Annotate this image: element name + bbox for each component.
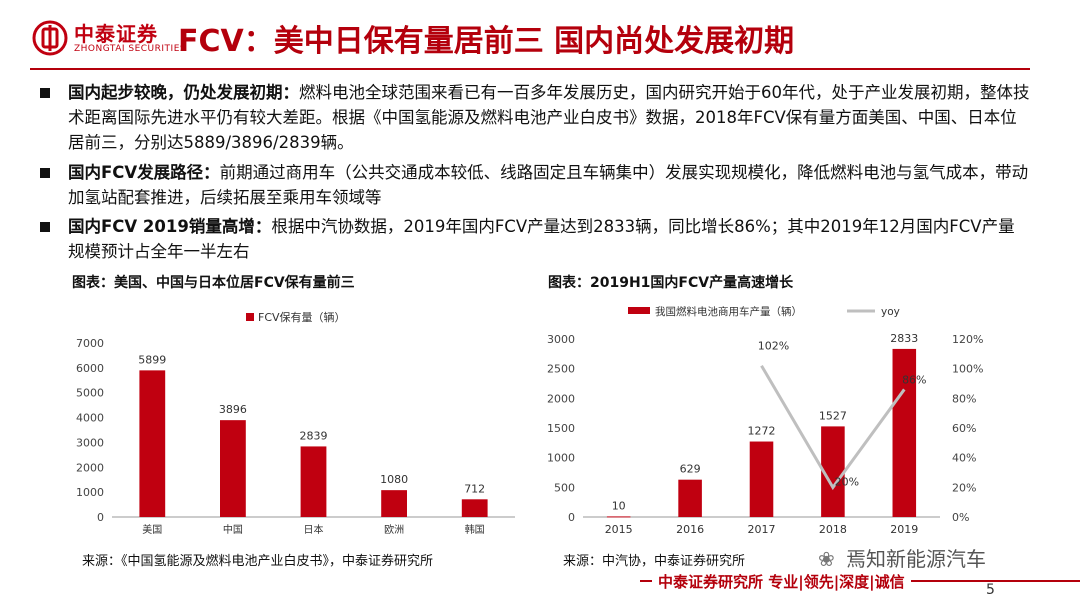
bullet-square-icon xyxy=(40,222,50,232)
bullet-square-icon xyxy=(40,168,50,178)
chart-2-ytick-label: 500 xyxy=(554,481,575,494)
chart-2-data-label: 629 xyxy=(680,463,701,476)
chart-2-y2tick-label: 60% xyxy=(952,422,976,435)
chart-1-xtick-label: 日本 xyxy=(304,523,324,536)
page-number: 5 xyxy=(986,582,995,598)
chart-2-y2tick-label: 80% xyxy=(952,392,976,405)
header-divider xyxy=(30,68,1030,70)
chart-1-data-label: 712 xyxy=(464,482,485,495)
bullet-square-icon xyxy=(40,88,50,98)
chart-2-xtick-label: 2018 xyxy=(819,523,847,536)
chart-1-source: 来源：《中国氢能源及燃料电池产业白皮书》，中泰证券研究所 xyxy=(82,554,434,569)
chart-2-y2tick-label: 20% xyxy=(952,481,976,494)
chart-1-data-label: 2839 xyxy=(300,429,328,442)
chart-1-ytick-label: 0 xyxy=(97,511,104,524)
logo-mark-icon xyxy=(32,20,68,56)
chart-1-xtick-label: 韩国 xyxy=(465,523,485,536)
chart-1-ytick-label: 4000 xyxy=(76,412,104,425)
chart-2-bar xyxy=(821,426,845,517)
chart-1-data-label: 5899 xyxy=(138,353,166,366)
chart-1-bar xyxy=(220,420,246,517)
chart-2-ytick-label: 0 xyxy=(568,511,575,524)
chart-2-y2tick-label: 100% xyxy=(952,363,983,376)
chart-1-legend: FCV保有量（辆） xyxy=(246,310,346,324)
chart-2-y2tick-label: 120% xyxy=(952,333,983,346)
bullet-text: 前期通过商用车（公共交通成本较低、线路固定且车辆集中）发展实现规模化，降低燃料电… xyxy=(68,163,1029,207)
chart-2-data-label: 10 xyxy=(612,499,626,512)
logo-text: 中泰证券 xyxy=(74,22,158,46)
chart-1-xtick-label: 美国 xyxy=(142,523,162,536)
chart-2-yoy-label: 20% xyxy=(835,475,859,488)
watermark: ❀ 焉知新能源汽车 xyxy=(818,543,986,572)
chart-2-legend-line-label: yoy xyxy=(881,306,900,318)
chart-2-ytick-label: 1000 xyxy=(547,452,575,465)
chart-2-y2tick-label: 40% xyxy=(952,452,976,465)
chart-1-ytick-label: 2000 xyxy=(76,461,104,474)
chart-2-data-label: 2833 xyxy=(890,332,918,345)
chart-1-xtick-label: 中国 xyxy=(223,523,243,536)
chart-1-data-label: 3896 xyxy=(219,403,247,416)
chart-1-legend-label: FCV保有量（辆） xyxy=(258,310,346,324)
chart-2-xtick-label: 2019 xyxy=(890,523,918,536)
chart-2-bar xyxy=(892,348,917,517)
chart-2-bar xyxy=(606,516,631,518)
watermark-text: 焉知新能源汽车 xyxy=(846,547,986,571)
chart-2-xtick-label: 2016 xyxy=(676,523,704,536)
bullet-lead: 国内FCV发展路径： xyxy=(68,163,220,182)
chart-2-combo-chart: 我国燃料电池商用车产量（辆） yoy 0 500 1000 1500 2000 2500 3… xyxy=(547,305,983,536)
bullet-1: 国内起步较晚，仍处发展初期：燃料电池全球范围来看已有一百多年发展历史，国内研究开… xyxy=(40,80,1030,155)
chart-2-ytick-label: 2500 xyxy=(547,363,575,376)
bullet-text: 根据中汽协数据，2019年国内FCV产量达到2833辆，同比增长86%；其中20… xyxy=(68,217,1015,261)
chart-2-bar xyxy=(749,441,774,517)
chart-1-ytick-label: 3000 xyxy=(76,436,104,449)
chart-2-legend-bar-label: 我国燃料电池商用车产量（辆） xyxy=(655,305,802,318)
bullet-3: 国内FCV 2019销量高增：根据中汽协数据，2019年国内FCV产量达到283… xyxy=(40,214,1030,264)
chart-1-ytick-label: 5000 xyxy=(76,387,104,400)
chart-1-legend-swatch xyxy=(246,313,254,321)
chart-2-y2tick-label: 0% xyxy=(952,511,969,524)
chart-1-bar xyxy=(139,370,166,517)
chart-2-title: 图表：2019H1国内FCV产量高速增长 xyxy=(548,275,794,291)
chart-2-ytick-label: 2000 xyxy=(547,392,575,405)
page-title: FCV：美中日保有量居前三 国内尚处发展初期 xyxy=(178,24,795,59)
chart-2-xtick-label: 2017 xyxy=(748,523,776,536)
chart-2-data-label: 1527 xyxy=(819,409,847,422)
chart-1-data-label: 1080 xyxy=(380,473,408,486)
chart-1-bar xyxy=(381,490,407,517)
chart-1-ytick-label: 6000 xyxy=(76,362,104,375)
wechat-icon: ❀ xyxy=(818,547,835,571)
chart-2-legend: 我国燃料电池商用车产量（辆） yoy xyxy=(628,305,900,318)
chart-2-source: 来源：中汽协，中泰证券研究所 xyxy=(563,554,746,569)
chart-2-yoy-label: 86% xyxy=(902,373,926,386)
chart-1-bar-chart: FCV保有量（辆） 01000200030004000500060007000 … xyxy=(76,310,515,536)
chart-2-bar xyxy=(678,479,702,517)
chart-1-xtick-label: 欧洲 xyxy=(384,524,404,536)
chart-1-ytick-label: 7000 xyxy=(76,337,104,350)
chart-2-ytick-label: 3000 xyxy=(547,333,575,346)
chart-2-yoy-line xyxy=(760,364,906,491)
bullet-lead: 国内FCV 2019销量高增： xyxy=(68,217,272,236)
chart-1-title: 图表：美国、中国与日本位居FCV保有量前三 xyxy=(72,275,355,291)
chart-1-ytick-label: 1000 xyxy=(76,486,104,499)
logo-subtext: ZHONGTAI SECURITIES xyxy=(74,44,187,54)
chart-1-bar xyxy=(300,446,327,517)
footer-tagline: 中泰证券研究所 专业|领先|深度|诚信 xyxy=(652,571,911,592)
chart-2-data-label: 1272 xyxy=(748,425,776,438)
bullet-lead: 国内起步较晚，仍处发展初期： xyxy=(68,83,299,102)
chart-1-bar xyxy=(461,499,488,517)
chart-2-legend-bar-swatch xyxy=(628,307,650,314)
chart-2-ytick-label: 1500 xyxy=(547,422,575,435)
bullet-text: 燃料电池全球范围来看已有一百多年发展历史，国内研究开始于60年代，处于产业发展初… xyxy=(68,83,1030,152)
bullet-2: 国内FCV发展路径：前期通过商用车（公共交通成本较低、线路固定且车辆集中）发展实… xyxy=(40,160,1030,210)
chart-2-xtick-label: 2015 xyxy=(605,523,633,536)
chart-2-yoy-label: 102% xyxy=(758,340,789,353)
